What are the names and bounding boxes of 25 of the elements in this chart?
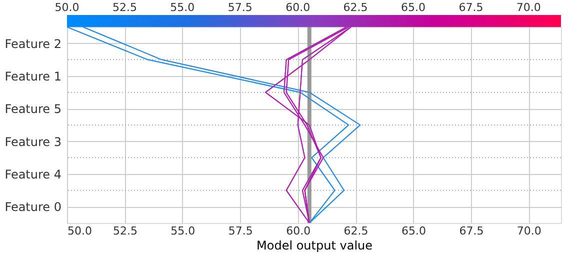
- x-tick-label: 67.5: [459, 224, 484, 238]
- color-bar-label: 62.5: [343, 1, 368, 14]
- x-axis-title: Model output value: [256, 238, 373, 252]
- x-tick-label: 70.0: [516, 224, 542, 238]
- x-tick-label: 57.5: [228, 224, 253, 238]
- color-bar-label: 65.0: [401, 1, 426, 14]
- color-bar-label: 70.0: [516, 1, 541, 14]
- x-tick-label: 50.0: [68, 224, 92, 238]
- color-bar-label: 50.0: [54, 1, 80, 14]
- text: Feature 0: [4, 200, 62, 214]
- text: Feature 5: [4, 102, 62, 116]
- text: Feature 1: [4, 70, 62, 84]
- x-tick-label: 52.5: [112, 224, 138, 238]
- text: Feature 2: [4, 36, 62, 51]
- color-bar-label: 67.5: [458, 1, 484, 14]
- x-tick-label: 60.0: [286, 224, 311, 238]
- color-bar-label: 57.5: [228, 1, 252, 14]
- color-bar-label: 60.0: [286, 1, 310, 14]
- x-tick-label: 55.0: [170, 224, 196, 238]
- color-bar-label: 52.5: [112, 1, 137, 14]
- x-tick-label: 62.5: [344, 224, 368, 238]
- text: Feature 4: [4, 168, 62, 182]
- color-bar-label: 55.0: [170, 1, 195, 14]
- text: Feature 3: [4, 134, 62, 149]
- x-tick-label: 65.0: [402, 224, 426, 238]
